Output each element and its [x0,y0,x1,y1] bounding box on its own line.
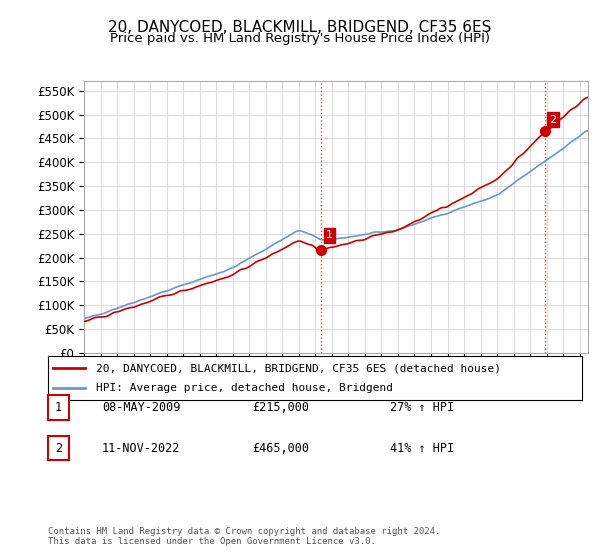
Text: 27% ↑ HPI: 27% ↑ HPI [390,401,454,414]
Text: 20, DANYCOED, BLACKMILL, BRIDGEND, CF35 6ES: 20, DANYCOED, BLACKMILL, BRIDGEND, CF35 … [109,20,491,35]
Text: £215,000: £215,000 [252,401,309,414]
Text: Price paid vs. HM Land Registry's House Price Index (HPI): Price paid vs. HM Land Registry's House … [110,32,490,45]
Text: HPI: Average price, detached house, Bridgend: HPI: Average price, detached house, Brid… [96,383,393,393]
Text: 08-MAY-2009: 08-MAY-2009 [102,401,181,414]
Text: 11-NOV-2022: 11-NOV-2022 [102,441,181,455]
Text: 2: 2 [55,441,62,455]
Text: 41% ↑ HPI: 41% ↑ HPI [390,441,454,455]
Text: 1: 1 [55,401,62,414]
Text: 1: 1 [326,231,333,240]
Text: £465,000: £465,000 [252,441,309,455]
Text: 20, DANYCOED, BLACKMILL, BRIDGEND, CF35 6ES (detached house): 20, DANYCOED, BLACKMILL, BRIDGEND, CF35 … [96,363,501,373]
Text: Contains HM Land Registry data © Crown copyright and database right 2024.
This d: Contains HM Land Registry data © Crown c… [48,526,440,546]
Text: 2: 2 [550,115,557,125]
